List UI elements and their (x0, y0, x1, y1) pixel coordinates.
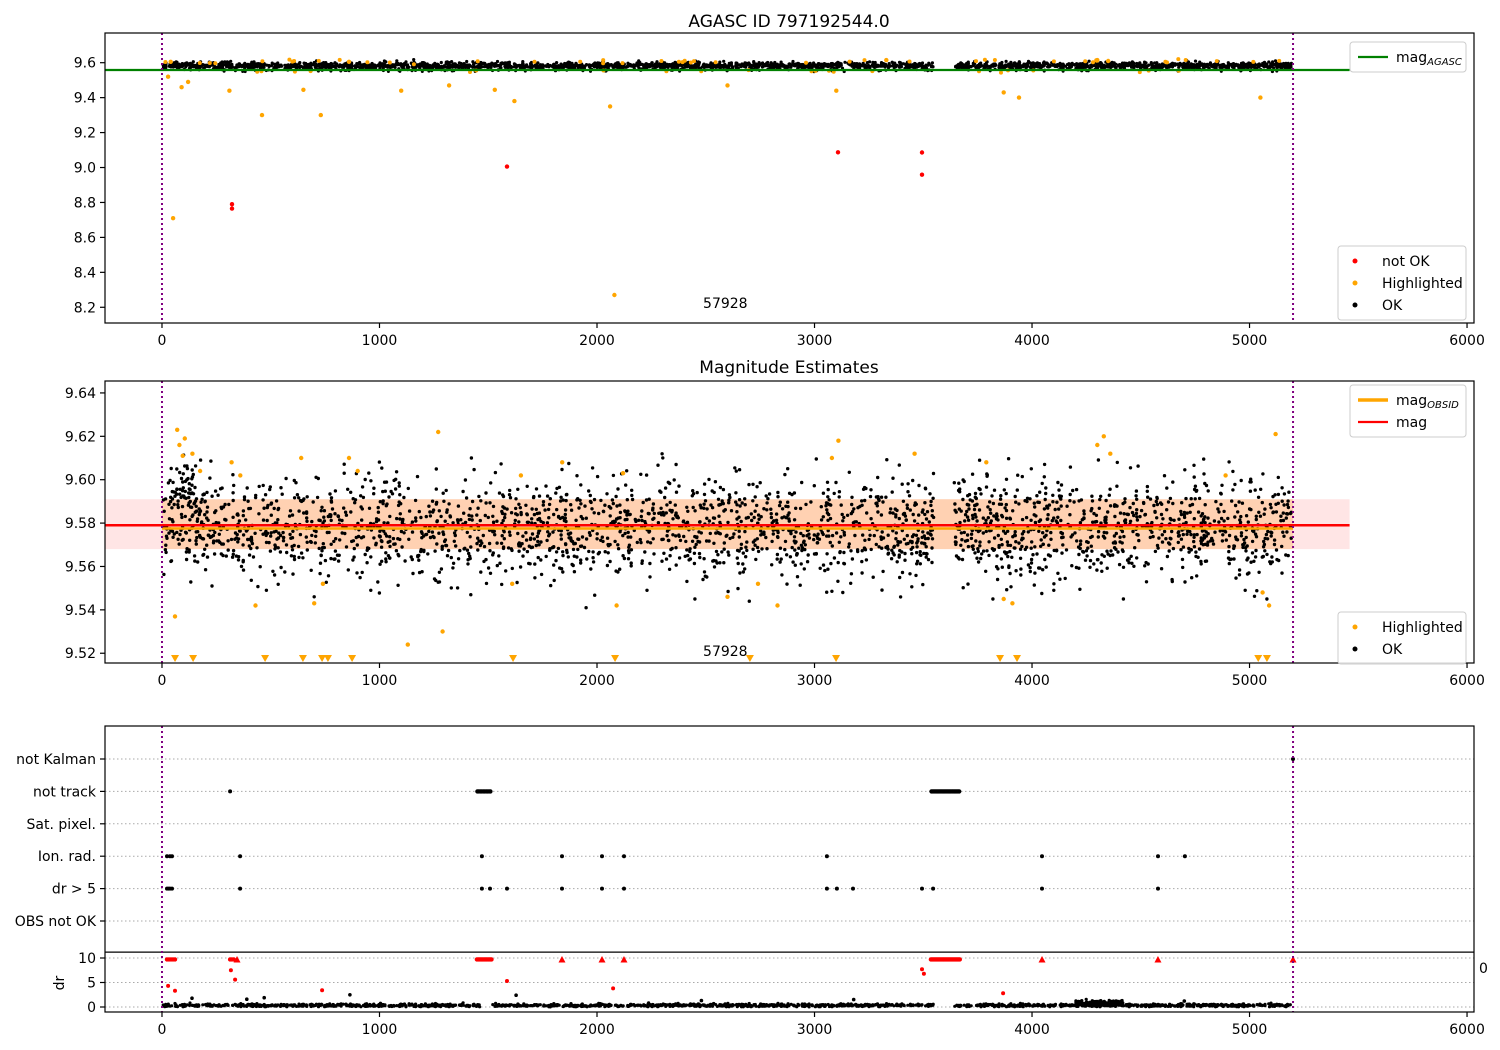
clipped-low-markers (171, 655, 1271, 662)
y-tick-label: 9.52 (65, 646, 96, 662)
axes-frame (104, 725, 1475, 1013)
legend-box (1337, 245, 1467, 321)
y-tick-label: 8.6 (74, 230, 96, 246)
x-tick-label: 1000 (362, 1022, 398, 1038)
x-tick-label: 0 (158, 673, 167, 689)
flag-category-label: not Kalman (16, 752, 96, 768)
legend-label: mag (1396, 415, 1427, 431)
x-tick-label: 6000 (1449, 1022, 1485, 1038)
legend-box (1349, 384, 1467, 438)
x-tick-label: 5000 (1232, 673, 1268, 689)
y-tick-label: 9.58 (65, 516, 96, 532)
flag-category-label: not track (33, 784, 97, 800)
x-tick-label: 0 (158, 1022, 167, 1038)
plot-agasc-mag: 57928 0 1000 2000 3000 4000 5000 6000 8.2 8.4 8.6 8… (74, 32, 1485, 349)
y-tick-label: 9.2 (74, 126, 96, 142)
x-tick-label: 2000 (579, 1022, 615, 1038)
x-tick-label: 5000 (1232, 333, 1268, 349)
flag-category-label: OBS not OK (15, 914, 97, 930)
x-tick-label: 4000 (1014, 1022, 1050, 1038)
legend-label: Highlighted (1382, 276, 1463, 292)
dr-tick-label: 10 (78, 951, 96, 967)
plot-magnitude-estimates: 57928 0 1000 2000 3000 4000 5000 6000 9.52 9.54 9.… (65, 380, 1485, 689)
dr-points (161, 993, 1292, 1009)
x-tick-label: 1000 (362, 333, 398, 349)
y-tick-label: 9.60 (65, 473, 96, 489)
legend-label: OK (1382, 642, 1403, 658)
legend-dot-sample (1352, 280, 1358, 286)
flag-points (165, 757, 1295, 891)
right-axis-zero-label: 0 (1479, 961, 1488, 977)
legend-dot-sample (1352, 302, 1358, 308)
x-tick-label: 3000 (797, 1022, 833, 1038)
scatter-outliers (165, 57, 1263, 298)
y-tick-label: 9.64 (65, 386, 96, 402)
x-tick-label: 3000 (797, 333, 833, 349)
legend-dot-sample (1352, 646, 1358, 652)
axes-frame (104, 380, 1475, 664)
x-tick-label: 5000 (1232, 1022, 1268, 1038)
plot1-title: Magnitude Estimates (699, 358, 879, 378)
scatter-points (161, 57, 1293, 75)
legend-label: OK (1382, 298, 1403, 314)
plot0-title: AGASC ID 797192544.0 (688, 12, 889, 32)
gridlines (105, 758, 1474, 1008)
y-tick-label: 9.56 (65, 559, 96, 575)
y-tick-label: 8.4 (74, 265, 96, 281)
x-tick-label: 2000 (579, 333, 615, 349)
legend-label: Highlighted (1382, 620, 1463, 636)
x-tick-label: 1000 (362, 673, 398, 689)
dr-not-ok-points (164, 955, 1297, 996)
x-tick-label: 4000 (1014, 673, 1050, 689)
dr-axis-label: dr (52, 975, 68, 990)
flag-category-label: Ion. rad. (38, 849, 96, 865)
flag-category-label: Sat. pixel. (27, 817, 96, 833)
axes-frame (104, 32, 1475, 324)
legend-label: not OK (1382, 254, 1430, 270)
y-tick-label: 9.4 (74, 91, 96, 107)
y-tick-label: 9.62 (65, 429, 96, 445)
x-tick-label: 6000 (1449, 333, 1485, 349)
x-tick-label: 2000 (579, 673, 615, 689)
y-tick-label: 8.8 (74, 195, 96, 211)
y-tick-label: 8.2 (74, 300, 96, 316)
scatter-outliers (210, 584, 1269, 610)
obsid-annotation: 57928 (703, 644, 748, 660)
legend-box (1337, 611, 1467, 665)
y-tick-label: 9.6 (74, 56, 96, 72)
scatter-outliers (229, 150, 925, 211)
dr-tick-label: 0 (87, 1000, 96, 1016)
x-tick-label: 0 (158, 333, 167, 349)
legend-label: magOBSID (1396, 393, 1459, 411)
legend-dot-sample (1352, 258, 1358, 264)
y-tick-label: 9.54 (65, 603, 96, 619)
dr-tick-label: 5 (87, 976, 96, 992)
legend-box (1349, 41, 1467, 73)
scatter-outliers (172, 427, 1278, 647)
obsid-annotation: 57928 (703, 296, 748, 312)
legend-label: magAGASC (1396, 50, 1462, 68)
y-tick-label: 9.0 (74, 161, 96, 177)
x-tick-label: 6000 (1449, 673, 1485, 689)
x-tick-label: 3000 (797, 673, 833, 689)
x-tick-label: 4000 (1014, 333, 1050, 349)
legend-dot-sample (1352, 624, 1358, 630)
flag-category-label: dr > 5 (52, 882, 96, 898)
